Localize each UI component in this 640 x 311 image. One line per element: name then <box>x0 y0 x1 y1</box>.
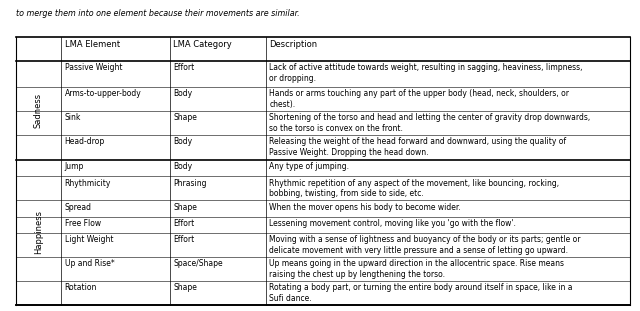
Text: Body: Body <box>173 89 193 98</box>
Text: Sadness: Sadness <box>34 93 43 128</box>
Text: Sink: Sink <box>65 113 81 122</box>
Text: Lack of active attitude towards weight, resulting in sagging, heaviness, limpnes: Lack of active attitude towards weight, … <box>269 63 583 82</box>
Text: Shortening of the torso and head and letting the center of gravity drop downward: Shortening of the torso and head and let… <box>269 113 591 133</box>
Text: LMA Element: LMA Element <box>65 40 120 49</box>
Text: Rhythmicity: Rhythmicity <box>65 179 111 188</box>
Text: Effort: Effort <box>173 235 195 244</box>
Text: Head-drop: Head-drop <box>65 137 105 146</box>
Text: Description: Description <box>269 40 317 49</box>
Text: LMA Category: LMA Category <box>173 40 232 49</box>
Text: Shape: Shape <box>173 283 197 292</box>
Text: Phrasing: Phrasing <box>173 179 207 188</box>
Text: Shape: Shape <box>173 113 197 122</box>
Text: Free Flow: Free Flow <box>65 219 100 228</box>
Text: When the mover opens his body to become wider.: When the mover opens his body to become … <box>269 203 461 212</box>
Text: Rhythmic repetition of any aspect of the movement, like bouncing, rocking,
bobbi: Rhythmic repetition of any aspect of the… <box>269 179 559 198</box>
Text: Hands or arms touching any part of the upper body (head, neck, shoulders, or
che: Hands or arms touching any part of the u… <box>269 89 570 109</box>
Text: Passive Weight: Passive Weight <box>65 63 122 72</box>
Text: Happiness: Happiness <box>34 210 43 254</box>
Text: Jump: Jump <box>65 162 84 171</box>
Text: Moving with a sense of lightness and buoyancy of the body or its parts; gentle o: Moving with a sense of lightness and buo… <box>269 235 581 255</box>
Text: Up means going in the upward direction in the allocentric space. Rise means
rais: Up means going in the upward direction i… <box>269 259 564 279</box>
Text: Effort: Effort <box>173 219 195 228</box>
Text: Lessening movement control, moving like you 'go with the flow'.: Lessening movement control, moving like … <box>269 219 516 228</box>
Text: Any type of jumping.: Any type of jumping. <box>269 162 349 171</box>
Text: Rotating a body part, or turning the entire body around itself in space, like in: Rotating a body part, or turning the ent… <box>269 283 573 303</box>
Text: Body: Body <box>173 137 193 146</box>
Text: Arms-to-upper-body: Arms-to-upper-body <box>65 89 141 98</box>
Text: Up and Rise*: Up and Rise* <box>65 259 115 268</box>
Text: to merge them into one element because their movements are similar.: to merge them into one element because t… <box>16 9 300 18</box>
Text: Releasing the weight of the head forward and downward, using the quality of
Pass: Releasing the weight of the head forward… <box>269 137 566 157</box>
Text: Light Weight: Light Weight <box>65 235 113 244</box>
Text: Space/Shape: Space/Shape <box>173 259 223 268</box>
Text: Body: Body <box>173 162 193 171</box>
Text: Effort: Effort <box>173 63 195 72</box>
Text: Shape: Shape <box>173 203 197 212</box>
Text: Spread: Spread <box>65 203 92 212</box>
Text: Rotation: Rotation <box>65 283 97 292</box>
